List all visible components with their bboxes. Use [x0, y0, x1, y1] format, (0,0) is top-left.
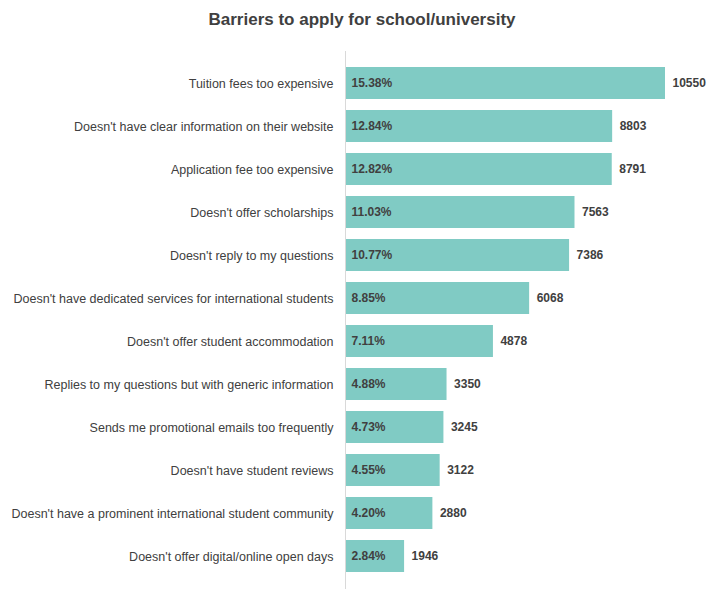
svg-text:4.20%: 4.20% — [352, 506, 386, 520]
svg-text:8791: 8791 — [619, 162, 646, 176]
svg-text:Doesn't offer digital/online o: Doesn't offer digital/online open days — [129, 550, 333, 564]
svg-text:10.77%: 10.77% — [352, 248, 393, 262]
svg-text:8.85%: 8.85% — [352, 291, 386, 305]
svg-text:3350: 3350 — [454, 377, 481, 391]
svg-text:Application fee too expensive: Application fee too expensive — [171, 163, 334, 177]
svg-text:15.38%: 15.38% — [352, 76, 393, 90]
svg-text:1946: 1946 — [412, 549, 439, 563]
svg-text:Doesn't offer scholarships: Doesn't offer scholarships — [190, 206, 333, 220]
svg-text:7.11%: 7.11% — [352, 334, 386, 348]
svg-text:Tuition fees too expensive: Tuition fees too expensive — [189, 77, 334, 91]
svg-text:Replies to my questions but wi: Replies to my questions but with generic… — [44, 378, 333, 392]
svg-text:7386: 7386 — [577, 248, 604, 262]
svg-text:4878: 4878 — [500, 334, 527, 348]
svg-text:3245: 3245 — [451, 420, 478, 434]
svg-text:Doesn't have clear information: Doesn't have clear information on their … — [74, 120, 334, 134]
svg-text:4.88%: 4.88% — [352, 377, 386, 391]
svg-text:4.73%: 4.73% — [352, 420, 386, 434]
svg-text:Doesn't reply to my questions: Doesn't reply to my questions — [170, 249, 334, 263]
html-text:Barriers to apply for school/u: Barriers to apply for school/university — [208, 10, 516, 29]
svg-text:Sends me promotional emails to: Sends me promotional emails too frequent… — [90, 421, 335, 435]
svg-text:Doesn't have a prominent inter: Doesn't have a prominent international s… — [11, 507, 334, 521]
svg-text:12.84%: 12.84% — [352, 119, 393, 133]
svg-text:Doesn't have dedicated service: Doesn't have dedicated services for inte… — [14, 292, 334, 306]
svg-text:8803: 8803 — [620, 119, 647, 133]
svg-text:11.03%: 11.03% — [352, 205, 392, 219]
svg-text:2880: 2880 — [440, 506, 467, 520]
svg-text:3122: 3122 — [447, 463, 474, 477]
svg-text:2.84%: 2.84% — [352, 549, 386, 563]
svg-text:12.82%: 12.82% — [352, 162, 393, 176]
svg-text:Doesn't have student reviews: Doesn't have student reviews — [171, 464, 334, 478]
svg-text:10550: 10550 — [673, 76, 707, 90]
svg-text:7563: 7563 — [582, 205, 609, 219]
svg-text:4.55%: 4.55% — [352, 463, 386, 477]
svg-text:Doesn't offer student accommod: Doesn't offer student accommodation — [127, 335, 333, 349]
svg-text:6068: 6068 — [537, 291, 564, 305]
